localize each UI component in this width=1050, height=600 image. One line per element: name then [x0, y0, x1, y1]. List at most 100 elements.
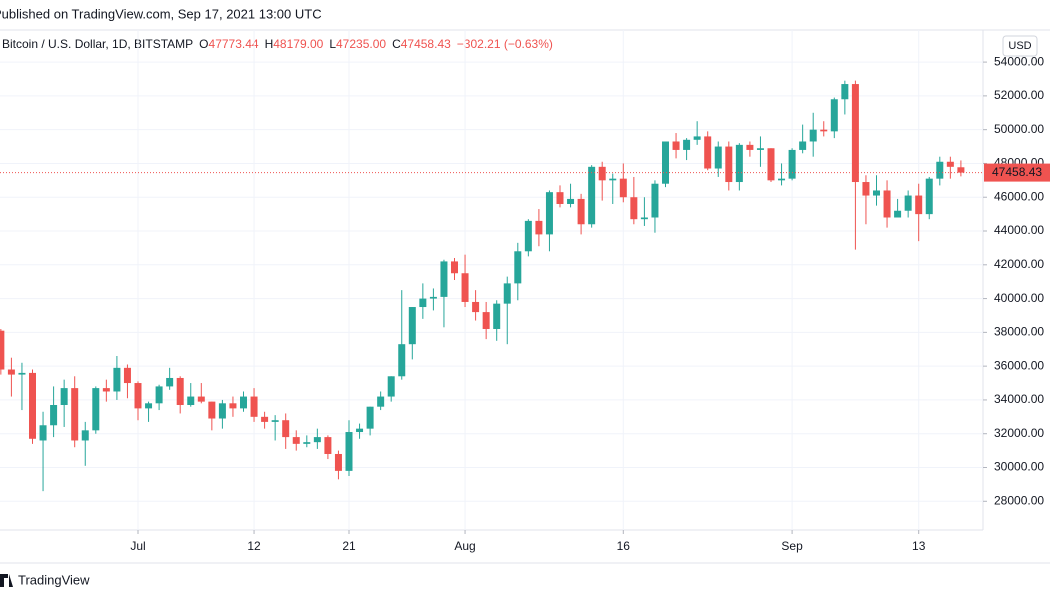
ohlc-value: 47235.00	[336, 37, 386, 51]
y-tick-label: 28000.00	[994, 493, 1044, 507]
candle-body	[588, 166, 596, 225]
ohlc-label: O	[199, 37, 208, 51]
x-tick-label: 12	[247, 539, 261, 553]
candle-body	[957, 167, 965, 173]
candle-body	[303, 442, 311, 444]
candle-body	[408, 307, 416, 345]
last-price-box	[984, 163, 1050, 182]
ohlc-value: 48179.00	[273, 37, 323, 51]
candle-body	[851, 84, 859, 183]
y-tick-label: 38000.00	[994, 325, 1044, 339]
change: −302.21 (−0.63%)	[457, 37, 553, 51]
x-tick-label: Sep	[781, 539, 803, 553]
candle-body	[535, 220, 543, 235]
currency-box[interactable]	[1002, 35, 1038, 57]
candle-body	[545, 192, 553, 235]
ohlc-label: C	[392, 37, 401, 51]
candle-body	[598, 166, 606, 181]
candle-body	[567, 198, 575, 204]
candle-body	[788, 149, 796, 179]
legend: Bitcoin / U.S. Dollar, 1D, BITSTAMP O4777…	[2, 37, 553, 51]
candle-body	[324, 437, 332, 454]
candle-body	[662, 141, 669, 184]
y-tick-label: 50000.00	[994, 122, 1044, 136]
candle-body	[841, 84, 849, 100]
candle-body	[429, 296, 437, 299]
candle-body	[0, 330, 5, 370]
candle-body	[630, 197, 638, 220]
candle-body	[904, 195, 912, 211]
candle-body	[514, 251, 522, 284]
y-tick-label: 32000.00	[994, 426, 1044, 440]
candle-body	[240, 396, 247, 409]
candle-body	[451, 261, 458, 274]
candle-body	[229, 403, 237, 409]
candle-body	[524, 220, 532, 252]
y-tick-label: 46000.00	[994, 189, 1044, 203]
candle-body	[651, 183, 659, 218]
candle-body	[92, 388, 100, 431]
candle-body	[134, 383, 142, 409]
x-tick-label: 21	[342, 539, 356, 553]
x-tick-label: Jul	[130, 539, 145, 553]
symbol: Bitcoin / U.S. Dollar, 1D, BITSTAMP	[2, 37, 193, 51]
candle-body	[123, 367, 131, 384]
candle-body	[482, 312, 490, 329]
candle-body	[472, 301, 480, 313]
candle-body	[18, 372, 26, 375]
y-tick-label: 36000.00	[994, 358, 1044, 372]
candle-body	[261, 416, 269, 422]
candle-body	[830, 99, 838, 132]
candle-body	[81, 430, 89, 441]
candle-body	[345, 432, 353, 471]
candle-body	[461, 273, 469, 302]
y-tick-label: 44000.00	[994, 223, 1044, 237]
candle-body	[39, 425, 47, 441]
candle-body	[809, 129, 817, 142]
x-tick-label: Aug	[454, 539, 475, 553]
published: Published on TradingView.com, Sep 17, 20…	[0, 6, 322, 21]
candle-body	[873, 190, 880, 196]
candle-body	[197, 396, 205, 402]
candle-body	[71, 388, 79, 441]
candle-body	[377, 396, 385, 407]
candle-body	[640, 217, 648, 220]
candle-body	[208, 401, 216, 419]
candle-body	[767, 148, 775, 181]
x-tick-label: 13	[912, 539, 926, 553]
candle-body	[440, 261, 448, 297]
y-tick-label: 34000.00	[994, 392, 1044, 406]
candle-body	[166, 377, 174, 387]
candle-body	[862, 182, 870, 196]
candle-body	[187, 396, 195, 405]
ohlc-value: 47773.44	[209, 37, 259, 51]
candle-body	[799, 141, 807, 150]
candle-body	[619, 178, 627, 198]
candle-body	[915, 195, 923, 215]
candle-body	[894, 210, 902, 218]
candle-body	[250, 396, 258, 417]
candle-body	[282, 420, 290, 438]
y-tick-label: 52000.00	[994, 88, 1044, 102]
x-tick-label: 16	[617, 539, 631, 553]
candle-body	[218, 403, 226, 419]
candle-body	[292, 437, 300, 444]
candle-body	[683, 139, 691, 150]
candle-body	[756, 148, 764, 150]
candle-body	[936, 161, 944, 179]
candle-body	[503, 283, 511, 304]
candle-body	[883, 190, 891, 218]
candle-body	[313, 437, 321, 443]
candle-body	[746, 144, 754, 150]
last-price-label: 47458.43	[992, 165, 1042, 179]
legend-text: Bitcoin / U.S. Dollar, 1D, BITSTAMP O4777…	[2, 37, 553, 51]
candle-body	[493, 303, 501, 329]
candle-body	[556, 192, 564, 204]
candle-body	[672, 141, 680, 150]
candle-body	[725, 146, 733, 183]
candle-body	[356, 428, 364, 433]
grid	[0, 30, 983, 530]
logo	[0, 574, 13, 587]
